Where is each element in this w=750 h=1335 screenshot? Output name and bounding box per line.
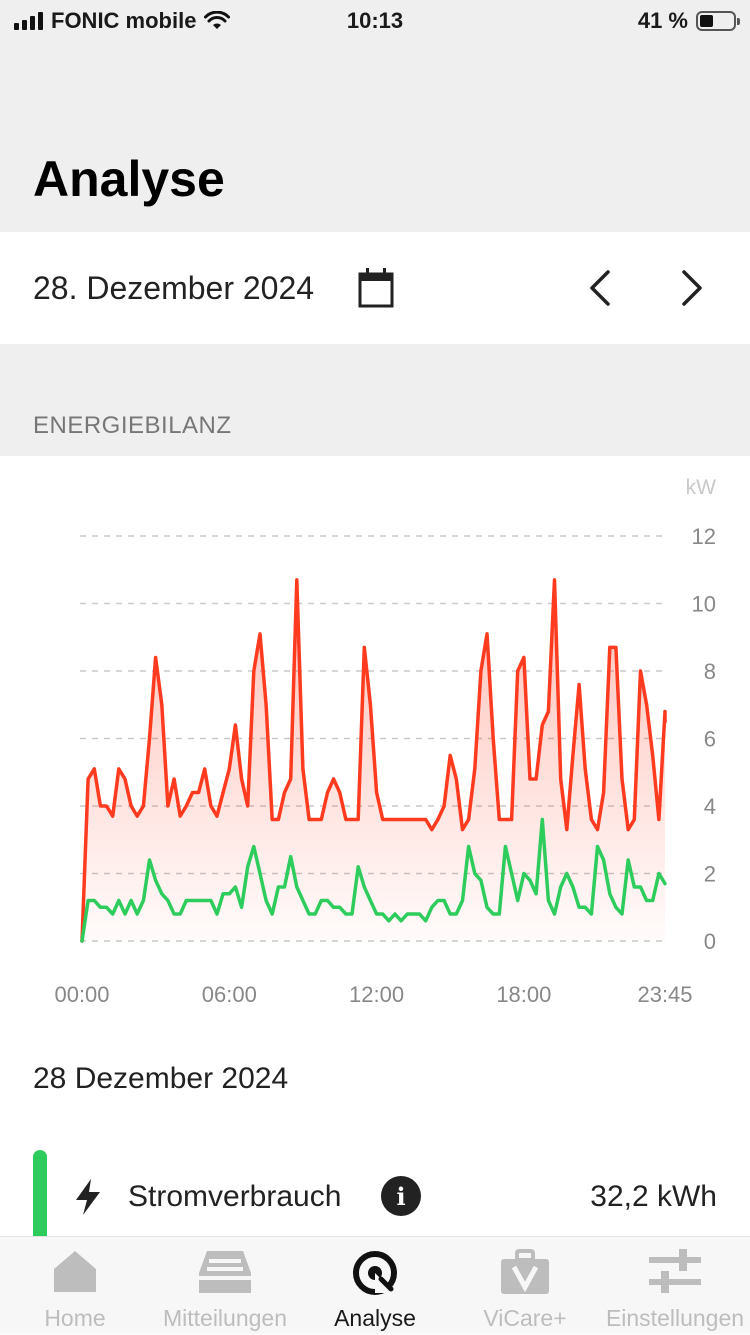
sliders-icon [649,1249,701,1293]
section-title: ENERGIEBILANZ [33,412,232,439]
tab-label: Analyse [334,1305,416,1331]
tab-label: Mitteilungen [162,1305,288,1331]
chevron-left-icon [590,270,610,306]
bolt-icon [76,1179,100,1215]
tab-label: Home [44,1305,106,1331]
tab-mitteilungen[interactable]: Mitteilungen [150,1237,300,1335]
tab-bar: Home Mitteilungen Analyse ViCare+ [0,1236,750,1334]
tab-vicare-plus[interactable]: ViCare+ [450,1237,600,1335]
tab-home[interactable]: Home [0,1237,150,1335]
y-tick-label: 4 [704,794,716,819]
status-right: 41 % [637,8,740,34]
header: Analyse [0,40,750,232]
page-title: Analyse [33,151,225,207]
home-icon [54,1251,96,1292]
status-bar: FONIC mobile 10:13 41 % [0,0,750,40]
briefcase-icon [501,1249,549,1294]
calendar-icon[interactable] [358,268,394,308]
wifi-icon [204,11,231,29]
y-tick-label: 0 [704,929,716,954]
y-tick-label: 12 [692,524,716,549]
energy-balance-chart[interactable]: kW 12 10 8 6 4 2 0 00:00 06:00 12:00 18:00 23:45 [0,456,750,1016]
y-tick-label: 8 [704,659,716,684]
y-tick-label: 10 [692,592,716,617]
previous-day-button[interactable] [578,264,622,312]
battery-icon [696,11,740,31]
x-tick-label: 06:00 [202,982,257,1007]
series-color-bar [33,1150,47,1242]
item-label: Stromverbrauch [128,1180,342,1213]
section-header: ENERGIEBILANZ [0,344,750,456]
selected-date[interactable]: 28. Dezember 2024 [33,270,315,306]
y-tick-label: 2 [704,862,716,887]
summary-date: 28 Dezember 2024 [33,1062,289,1095]
inbox-icon [199,1251,251,1293]
x-tick-label: 12:00 [349,982,404,1007]
tab-einstellungen[interactable]: Einstellungen [600,1237,750,1335]
production-line [80,817,667,943]
tab-label: Einstellungen [605,1305,745,1331]
status-time: 10:13 [346,8,404,33]
signal-icon [14,12,43,30]
y-unit-label: kW [686,476,717,499]
y-tick-label: 6 [704,727,716,752]
tab-label: ViCare+ [483,1305,567,1331]
status-left: FONIC mobile [14,8,231,34]
consumption-line [80,578,667,943]
tab-analyse[interactable]: Analyse [300,1237,450,1335]
battery-percent: 41 % [637,8,688,33]
x-tick-label: 23:45 [637,982,692,1007]
chevron-right-icon [682,270,702,306]
analyse-icon [353,1251,397,1295]
x-tick-label: 00:00 [54,982,109,1007]
item-value: 32,2 kWh [590,1180,717,1213]
carrier-name: FONIC mobile [51,8,197,33]
info-icon[interactable]: i [381,1176,421,1216]
x-tick-label: 18:00 [496,982,551,1007]
next-day-button[interactable] [670,264,714,312]
summary-item-stromverbrauch[interactable]: Stromverbrauch i 32,2 kWh [0,1140,750,1242]
date-selector: 28. Dezember 2024 [0,232,750,344]
